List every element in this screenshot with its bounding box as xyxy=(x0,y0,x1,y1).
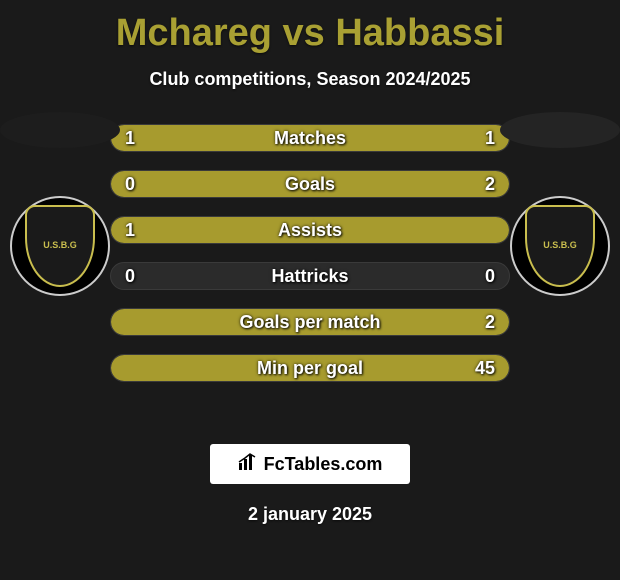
player-left-jersey: U.S.B.G xyxy=(10,196,110,296)
stat-bars: 1Matches10Goals21Assists0Hattricks0Goals… xyxy=(110,124,510,400)
stat-label: Hattricks xyxy=(111,263,509,289)
stat-label: Min per goal xyxy=(111,355,509,381)
stat-value-right: 0 xyxy=(485,263,495,289)
stat-value-right: 2 xyxy=(485,309,495,335)
chart-icon xyxy=(238,453,258,476)
player-left-head-icon xyxy=(0,112,120,148)
stat-label: Goals per match xyxy=(111,309,509,335)
player-right-head-icon xyxy=(500,112,620,148)
team-badge-left-text: U.S.B.G xyxy=(43,241,77,251)
stat-row: Goals per match2 xyxy=(110,308,510,336)
stat-value-right: 2 xyxy=(485,171,495,197)
stat-label: Goals xyxy=(111,171,509,197)
page-title: Mchareg vs Habbassi xyxy=(0,0,620,55)
stat-label: Assists xyxy=(111,217,509,243)
snapshot-date: 2 january 2025 xyxy=(0,504,620,525)
page-subtitle: Club competitions, Season 2024/2025 xyxy=(0,69,620,90)
stat-label: Matches xyxy=(111,125,509,151)
stat-row: 1Matches1 xyxy=(110,124,510,152)
stat-row: 1Assists xyxy=(110,216,510,244)
stat-value-right: 45 xyxy=(475,355,495,381)
stat-row: 0Hattricks0 xyxy=(110,262,510,290)
player-right-jersey: U.S.B.G xyxy=(510,196,610,296)
team-badge-right-text: U.S.B.G xyxy=(543,241,577,251)
stat-value-right: 1 xyxy=(485,125,495,151)
stat-row: 0Goals2 xyxy=(110,170,510,198)
player-right-avatar: U.S.B.G xyxy=(500,112,620,296)
team-badge-left-icon: U.S.B.G xyxy=(25,205,95,287)
team-badge-right-icon: U.S.B.G xyxy=(525,205,595,287)
attribution-badge: FcTables.com xyxy=(210,444,410,484)
attribution-text: FcTables.com xyxy=(264,454,383,475)
comparison-panel: U.S.B.G U.S.B.G 1Matches10Goals21Assists… xyxy=(0,112,620,422)
stat-row: Min per goal45 xyxy=(110,354,510,382)
player-left-avatar: U.S.B.G xyxy=(0,112,120,296)
